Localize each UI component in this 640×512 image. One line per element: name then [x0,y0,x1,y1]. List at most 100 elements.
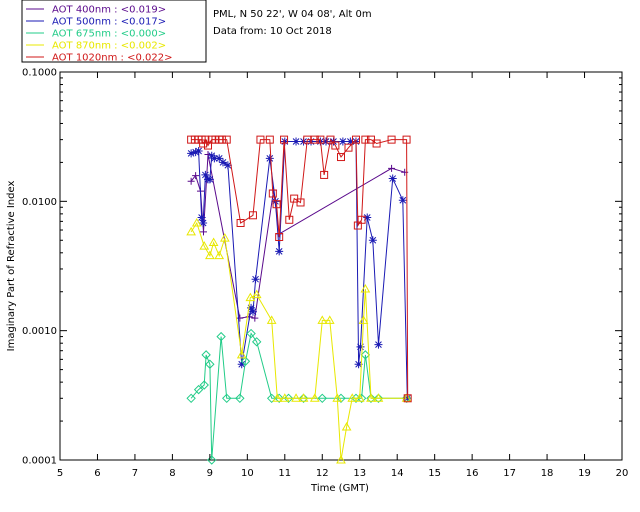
data-point [222,135,231,144]
data-point [388,164,396,172]
data-point [280,135,289,144]
legend-entry: AOT 870nm : <0.002> [52,41,166,52]
data-point [251,337,262,347]
data-point [265,154,274,163]
data-point [336,454,346,464]
data-point [265,135,274,144]
data-point [193,384,204,395]
data-point [279,393,290,402]
x-tick-label: 18 [541,468,554,479]
series-1 [187,137,412,403]
data-point [402,135,411,144]
data-point [344,143,353,152]
data-point [237,360,246,369]
data-point [366,393,376,402]
legend-entry: AOT 675nm : <0.000> [52,29,166,40]
data-point [186,226,196,236]
data-point [374,340,383,349]
x-tick-label: 17 [503,468,516,479]
y-tick-label: 0.1000 [22,68,57,79]
data-point [191,217,202,227]
x-axis-ticks: 5 6 7 8 9 10 11 12 13 14 15 16 17 18 19 20 [57,72,628,479]
x-tick-label: 15 [428,468,441,479]
data-point [309,393,320,402]
data-point [256,135,265,144]
data-point [236,218,245,227]
x-tick-label: 6 [94,468,100,479]
data-point [192,172,200,180]
data-point [373,393,384,403]
data-point [360,350,371,360]
data-point [357,215,366,224]
x-tick-label: 9 [207,468,213,479]
data-point [194,147,203,156]
x-axis-label: Time (GMT) [310,483,369,494]
data-point [298,393,309,403]
data-point [326,135,335,144]
series-4 [187,135,412,403]
data-point [240,356,251,366]
x-tick-label: 19 [578,468,591,479]
x-tick-label: 12 [316,468,329,479]
data-point [187,149,196,158]
data-point [351,135,360,144]
data-point [354,360,363,369]
data-point [341,421,352,431]
y-axis-label: Imaginary Part of Refractive Index [6,181,17,352]
data-point [275,232,284,241]
x-tick-label: 13 [353,468,366,479]
data-point [337,153,345,162]
data-point [236,349,247,359]
data-point [266,393,277,403]
x-tick-label: 11 [278,468,291,479]
data-point [398,196,407,205]
data-point [275,247,284,256]
data-point [354,393,365,402]
data-point [251,275,260,284]
plot-area [59,71,623,465]
data-point [324,315,335,324]
data-point [403,394,412,403]
data-point [222,393,232,403]
x-tick-label: 5 [57,468,63,479]
data-point [248,211,257,220]
series-line [190,332,407,461]
data-point [272,393,283,402]
data-point [236,314,244,322]
series-line [190,154,405,319]
y-tick-label: 0.0010 [22,326,57,337]
site-info: PML, N 50 22', W 04 08', Alt 0m [213,9,372,20]
data-point [218,158,227,167]
legend-entry: AOT 1020nm : <0.022> [52,53,172,64]
data-point [235,393,245,403]
data-point [292,137,301,146]
data-point [346,137,355,146]
data-point [317,393,327,403]
series-line [191,138,409,399]
data-point [272,200,281,209]
data-point [332,393,343,402]
series-0 [187,151,409,322]
data-point [215,154,224,163]
y-axis-ticks: 0.0001 0.0010 0.0100 0.1000 [22,68,622,467]
data-point [331,141,340,150]
data-point [205,359,215,369]
data-point [387,135,396,144]
data-point [199,218,208,227]
legend-entry: AOT 500nm : <0.017> [52,17,166,28]
data-point [219,233,230,242]
series-line [190,221,407,461]
data-point [363,213,372,222]
legend-box [21,0,207,63]
data-point [361,135,370,144]
data-point [366,393,376,403]
x-tick-label: 10 [241,468,254,479]
data-point [356,393,367,403]
y-tick-label: 0.0100 [22,197,57,208]
data-point [280,137,289,146]
data-point [248,307,257,316]
data-point [316,135,325,144]
data-point [274,393,284,403]
legend-entry: AOT 400nm : <0.019> [52,5,166,16]
